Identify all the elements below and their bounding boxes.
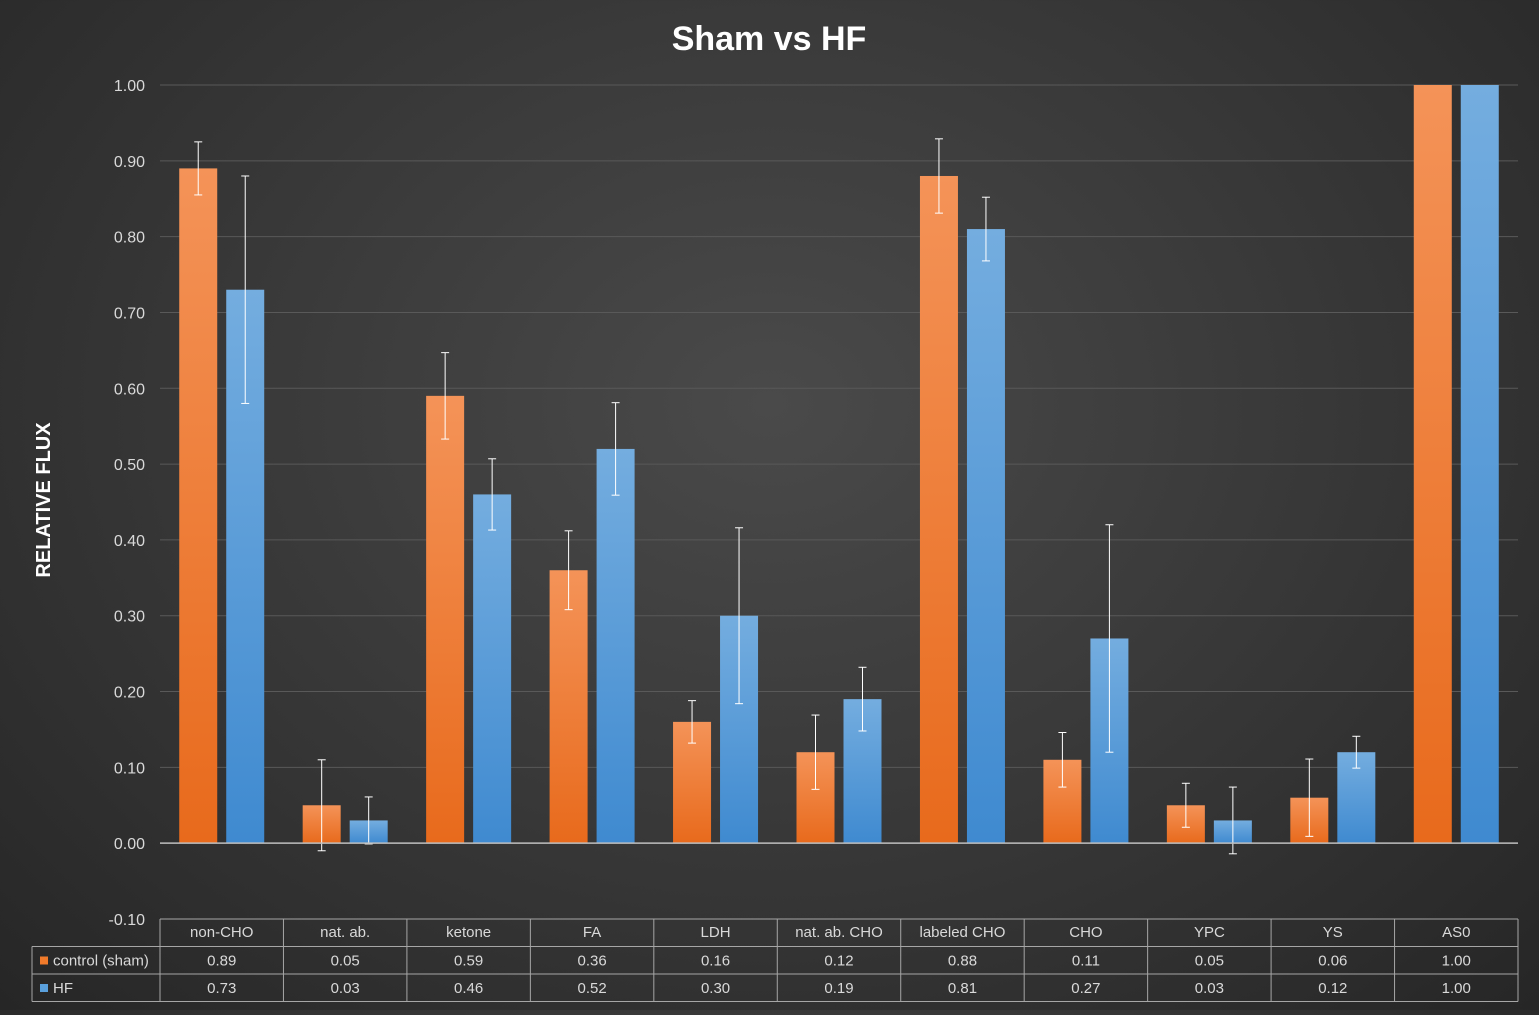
data-label: 1.00	[1442, 953, 1471, 970]
error-bar	[564, 530, 573, 611]
y-tick-label: 0.40	[114, 533, 145, 550]
error-bar	[611, 402, 620, 496]
y-tick-label: 0.10	[114, 760, 145, 777]
bar-control	[179, 168, 218, 844]
x-category-label: nat. ab.	[320, 924, 370, 941]
error-bar	[241, 175, 250, 404]
y-tick-label: 0.80	[114, 230, 145, 247]
y-tick-label: 1.00	[114, 78, 145, 95]
data-label: 0.88	[948, 953, 977, 970]
x-category-label: labeled CHO	[920, 924, 1006, 941]
error-bars	[194, 138, 1361, 855]
data-label: 0.19	[824, 980, 853, 997]
legend-swatch-hf	[40, 984, 48, 992]
data-label: 0.05	[1195, 953, 1224, 970]
error-bar	[1352, 735, 1361, 769]
y-tick-label: 0.30	[114, 609, 145, 626]
error-bar	[934, 138, 943, 214]
error-bar	[317, 759, 326, 852]
x-category-label: non-CHO	[190, 924, 253, 941]
data-label: 0.05	[331, 953, 360, 970]
y-tick-label: 0.00	[114, 836, 145, 853]
y-tick-label: 0.20	[114, 685, 145, 702]
bar-control	[919, 175, 958, 844]
x-category-label: YS	[1323, 924, 1343, 941]
data-label: 0.89	[207, 953, 236, 970]
y-tick-label: 0.90	[114, 154, 145, 171]
y-axis-label: RELATIVE FLUX	[33, 422, 55, 578]
gridlines	[160, 84, 1518, 768]
data-label: 0.46	[454, 980, 483, 997]
legend-label: HF	[53, 980, 73, 997]
data-label: 0.03	[1195, 980, 1224, 997]
x-category-label: FA	[583, 924, 601, 941]
data-table: non-CHO nat. ab. ketone FA LDH nat. ab. CHO la…	[31, 918, 1519, 1002]
error-bar	[1105, 524, 1114, 753]
x-category-label: ketone	[446, 924, 491, 941]
data-label: 0.16	[701, 953, 730, 970]
data-label: 1.00	[1442, 980, 1471, 997]
error-bar	[735, 527, 744, 705]
bar-control	[426, 395, 465, 844]
error-bar	[1181, 782, 1190, 828]
y-tick-label: 0.50	[114, 457, 145, 474]
data-label: 0.12	[824, 953, 853, 970]
x-category-label: YPC	[1194, 924, 1225, 941]
x-category-label: nat. ab. CHO	[795, 924, 883, 941]
y-axis-ticks: 1.00 0.90 0.80 0.70 0.60 0.50 0.40 0.30 0.20 0.10…	[109, 78, 146, 929]
bar-hf	[473, 494, 512, 844]
chart-title: Sham vs HF	[672, 20, 867, 58]
y-tick-label: 0.70	[114, 305, 145, 322]
x-category-label: LDH	[701, 924, 731, 941]
data-label: 0.11	[1072, 953, 1100, 970]
error-bar	[441, 352, 450, 440]
bar-hf	[966, 229, 1005, 844]
y-tick-label: 0.60	[114, 381, 145, 398]
x-category-label: CHO	[1069, 924, 1102, 941]
error-bar	[1058, 731, 1067, 788]
bar-control	[1413, 85, 1452, 844]
error-bar	[981, 196, 990, 262]
data-label: 0.52	[577, 980, 606, 997]
data-label: 0.12	[1318, 980, 1347, 997]
error-bar	[688, 700, 697, 744]
bars	[179, 85, 1499, 844]
data-label: 0.81	[948, 980, 977, 997]
error-bar	[194, 141, 203, 196]
error-bar	[488, 458, 497, 531]
legend-label: control (sham)	[53, 953, 149, 970]
bar-control	[549, 570, 588, 844]
data-label: 0.36	[577, 953, 606, 970]
data-label: 0.03	[331, 980, 360, 997]
legend-swatch-control	[40, 956, 48, 965]
bar-hf	[1460, 85, 1499, 844]
bar-hf	[596, 448, 635, 844]
error-bar	[811, 714, 820, 790]
data-label: 0.59	[454, 953, 483, 970]
y-tick-label: -0.10	[109, 912, 146, 929]
x-category-label: AS0	[1442, 924, 1470, 941]
error-bar	[1305, 758, 1314, 837]
data-label: 0.30	[701, 980, 730, 997]
data-label: 0.73	[207, 980, 236, 997]
error-bar	[858, 666, 867, 732]
data-label: 0.06	[1318, 953, 1347, 970]
error-bar	[364, 796, 373, 845]
data-label: 0.27	[1071, 980, 1100, 997]
